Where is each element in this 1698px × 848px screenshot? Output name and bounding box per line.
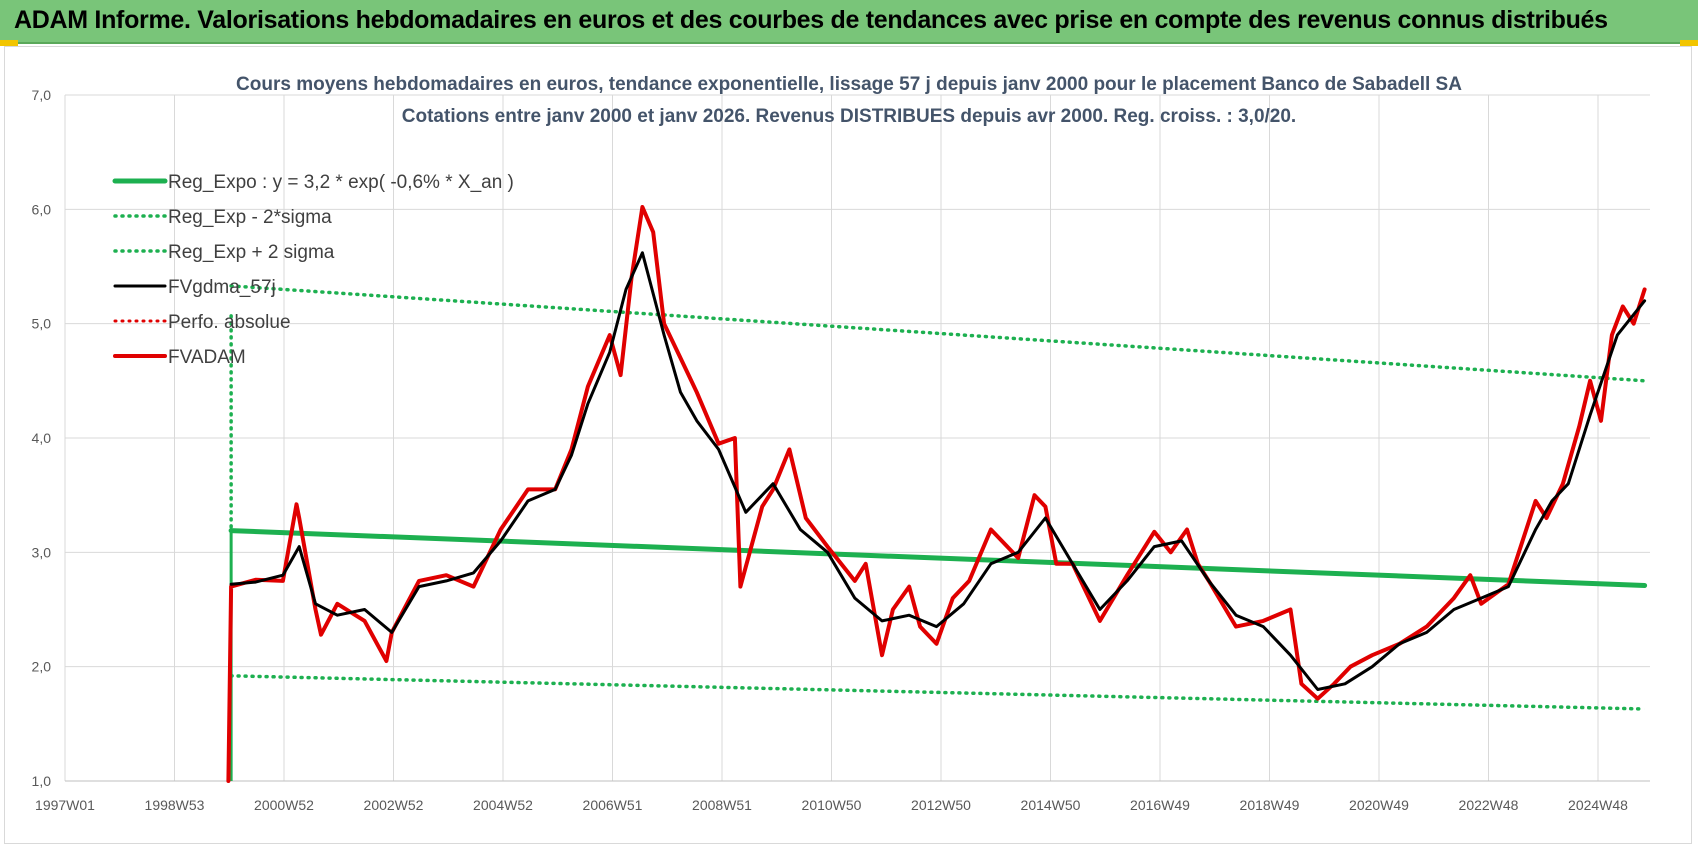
x-tick-label: 2020W49 [1349, 797, 1409, 813]
x-tick-label: 2012W50 [911, 797, 971, 813]
x-tick-label: 2008W51 [692, 797, 752, 813]
x-tick-label: 2002W52 [364, 797, 424, 813]
x-tick-label: 2016W49 [1130, 797, 1190, 813]
corner-marker [0, 40, 18, 46]
x-tick-label: 2000W52 [254, 797, 314, 813]
series-line-fvadam [226, 205, 1647, 783]
y-tick-label: 7,0 [32, 87, 52, 103]
x-tick-label: 2004W52 [473, 797, 533, 813]
legend-label: Reg_Exp - 2*sigma [168, 207, 332, 228]
series-line-reg-exp-2-sigma [229, 284, 1647, 383]
x-tick-label: 2010W50 [802, 797, 862, 813]
x-tick-label: 2014W50 [1021, 797, 1081, 813]
corner-marker [1680, 40, 1698, 46]
chart-area [4, 46, 1692, 844]
x-tick-label: 2024W48 [1568, 797, 1628, 813]
legend-label: Reg_Expo : y = 3,2 * exp( -0,6% * X_an ) [168, 172, 514, 193]
x-tick-label: 2022W48 [1459, 797, 1519, 813]
x-axis: 1997W01 1998W53 2000W52 2002W52 2004W52 2006W… [35, 797, 1628, 813]
y-tick-label: 3,0 [32, 544, 52, 560]
x-tick-label: 2018W49 [1240, 797, 1300, 813]
y-tick-label: 6,0 [32, 201, 52, 217]
chart-title-line-1: Cours moyens hebdomadaires en euros, ten… [236, 74, 1462, 95]
y-tick-label: 4,0 [32, 430, 52, 446]
legend-label: FVgdma_57j [168, 277, 276, 298]
legend-label: Perfo. absolue [168, 312, 291, 333]
grid [64, 94, 1650, 782]
x-tick-label: 2006W51 [583, 797, 643, 813]
chart-title-line-2: Cotations entre janv 2000 et janv 2026. … [402, 106, 1296, 127]
report-title: ADAM Informe. Valorisations hebdomadaire… [14, 6, 1608, 34]
x-tick-label: 1998W53 [145, 797, 205, 813]
series-line-fvgdma-57j [229, 251, 1647, 691]
y-tick-label: 1,0 [32, 773, 52, 789]
series-line-reg-expo-y-3-2-exp-0-6-x-an [228, 528, 1648, 588]
y-tick-label: 5,0 [32, 316, 52, 332]
legend: Reg_Expo : y = 3,2 * exp( -0,6% * X_an )… [112, 172, 514, 368]
y-tick-label: 2,0 [32, 659, 52, 675]
legend-label: FVADAM [168, 347, 246, 368]
y-axis: 1,0 2,0 3,0 4,0 5,0 6,0 7,0 [32, 87, 52, 789]
series-layer [226, 205, 1648, 783]
report-banner: ADAM Informe. Valorisations hebdomadaire… [0, 0, 1698, 44]
series-line-reg-exp-2-sigma [229, 674, 1647, 711]
legend-label: Reg_Exp + 2 sigma [168, 242, 335, 263]
x-tick-label: 1997W01 [35, 797, 95, 813]
